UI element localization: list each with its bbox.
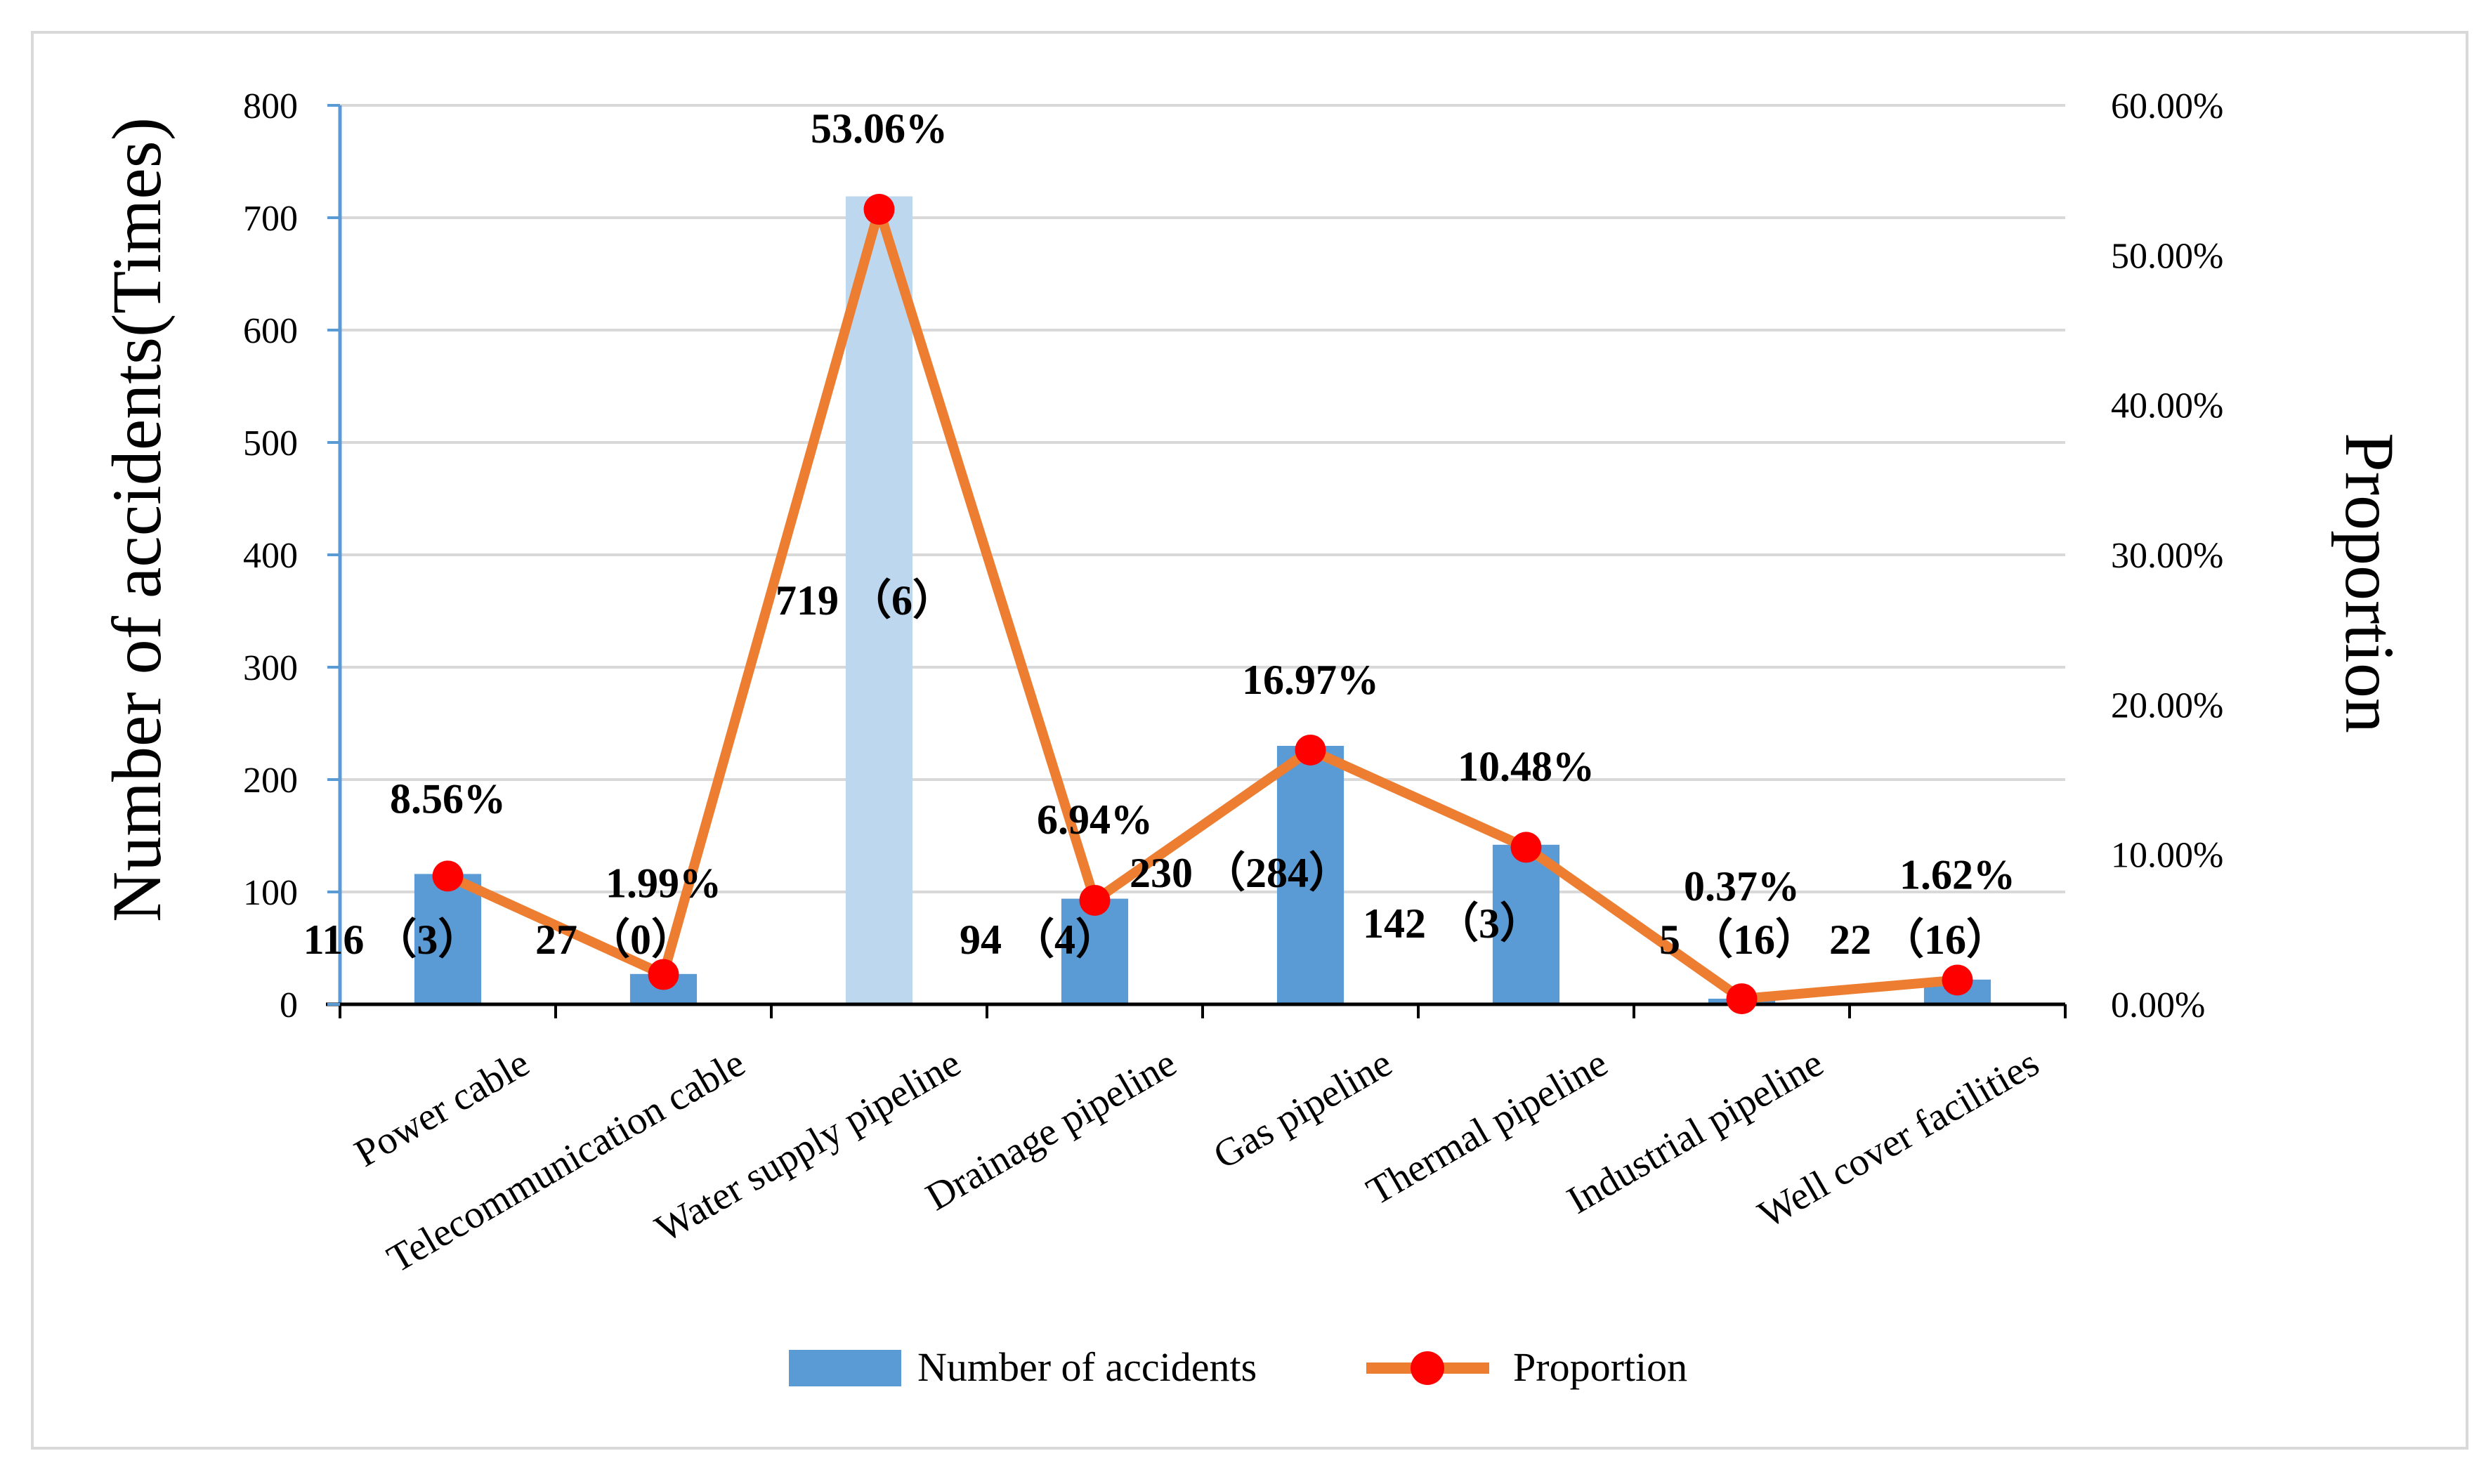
y-tick-right: 20.00% (2111, 685, 2223, 725)
bar-label: 22 （16） (1829, 916, 2008, 963)
y-tick-right: 0.00% (2111, 985, 2205, 1025)
y-tick-left: 100 (243, 873, 298, 913)
proportion-label: 16.97% (1242, 657, 1379, 703)
y-tick-left: 300 (243, 648, 298, 688)
proportion-label: 10.48% (1458, 743, 1595, 789)
y-tick-left: 200 (243, 761, 298, 801)
y-tick-right: 30.00% (2111, 536, 2223, 576)
bar (414, 874, 482, 1004)
bar-label: 719 （6） (776, 577, 955, 624)
proportion-label: 1.62% (1899, 851, 2015, 898)
legend-label-bars: Number of accidents (917, 1344, 1257, 1390)
proportion-marker (1079, 884, 1111, 916)
legend-label-line: Proportion (1513, 1344, 1687, 1390)
line-series (432, 194, 1973, 1015)
bar-label: 116 （3） (303, 916, 480, 963)
bar (1492, 844, 1560, 1004)
proportion-marker (1942, 964, 1973, 996)
proportion-label: 1.99% (606, 860, 721, 907)
data-labels: 8.56% 1.99% 53.06% 6.94% 16.97% 10.48% 0.37% 1.… (303, 105, 2015, 963)
axes (326, 104, 2067, 1018)
bar (1276, 746, 1345, 1004)
x-category-label: Power cable (348, 1042, 537, 1176)
y-tick-left: 600 (243, 311, 298, 351)
chart-frame (31, 31, 2468, 1450)
bar (845, 196, 913, 1005)
y-axis-title-right: Proportion (2331, 433, 2409, 733)
legend: Number of accidents Proportion (789, 1344, 1687, 1390)
proportion-label: 0.37% (1684, 863, 1800, 910)
gridlines (340, 104, 2065, 893)
proportion-label: 6.94% (1037, 796, 1153, 843)
y-axis-title-left: Number of accidents(Times) (98, 117, 176, 922)
y-tick-left: 400 (243, 536, 298, 576)
x-category-label: Telecommunication cable (380, 1042, 752, 1282)
proportion-marker (432, 860, 464, 892)
y-tick-right: 60.00% (2111, 86, 2223, 126)
bar (1061, 898, 1129, 1004)
bar-label: 142 （3） (1363, 900, 1542, 947)
proportion-label: 53.06% (811, 105, 948, 152)
y-tick-right: 10.00% (2111, 836, 2223, 876)
bar-label: 94 （4） (960, 916, 1118, 963)
bar-label: 5 （16） (1659, 916, 1817, 963)
proportion-marker (1726, 983, 1758, 1015)
legend-swatch-bars (789, 1350, 901, 1386)
bar-label: 230 （284） (1130, 849, 1351, 896)
proportion-label: 8.56% (390, 775, 506, 822)
y-tick-right: 50.00% (2111, 236, 2223, 276)
proportion-line (445, 204, 1958, 1004)
x-category-label: Gas pipeline (1206, 1042, 1399, 1178)
proportion-marker (648, 959, 679, 990)
proportion-marker (1295, 734, 1326, 766)
y-tick-left: 700 (243, 199, 298, 239)
proportion-marker (863, 194, 895, 225)
y-tick-left: 0 (280, 985, 298, 1025)
legend-swatch-marker (1411, 1351, 1444, 1385)
y-tick-right: 40.00% (2111, 386, 2223, 426)
y-tick-left: 800 (243, 86, 298, 126)
proportion-marker (1510, 832, 1542, 863)
y-tick-left: 500 (243, 423, 298, 464)
tick-labels: 0 100 200 300 400 500 600 700 800 0.00% 10.00% 20.0… (243, 86, 2223, 1281)
bar-series (414, 196, 1991, 1005)
bar-label: 27 （0） (535, 916, 693, 963)
